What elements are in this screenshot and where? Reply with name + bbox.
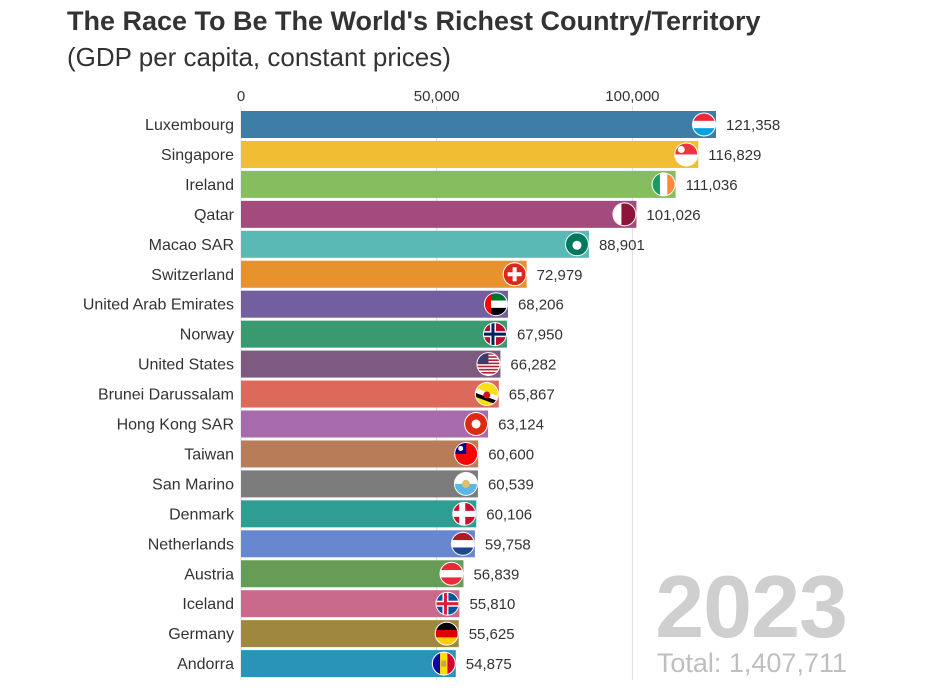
denmark-flag-icon (452, 501, 477, 526)
category-label-5: Switzerland (151, 267, 234, 284)
bar-15 (241, 560, 464, 588)
category-label-9: Brunei Darussalam (98, 387, 234, 404)
bar-18 (241, 650, 456, 678)
hong-kong-flag-icon (464, 412, 489, 436)
category-label-18: Andorra (177, 656, 234, 673)
x-tick-label-1: 50,000 (414, 88, 460, 105)
bar-16 (241, 590, 460, 618)
austria-flag-icon (439, 561, 464, 586)
switzerland-flag-icon (502, 262, 527, 287)
bar-2 (241, 170, 676, 198)
category-label-12: San Marino (152, 476, 234, 493)
san-marino-flag-icon (453, 471, 478, 496)
qatar-flag-icon (612, 202, 637, 227)
bar-8 (241, 350, 501, 378)
bar-5 (241, 260, 527, 288)
value-label-15: 56,839 (473, 566, 519, 583)
bar-4 (241, 230, 589, 258)
value-label-10: 63,124 (498, 417, 544, 434)
value-label-0: 121,358 (726, 117, 780, 134)
brunei-flag-icon (474, 382, 499, 407)
bar-17 (241, 620, 459, 648)
value-label-8: 66,282 (510, 357, 556, 374)
value-label-3: 101,026 (646, 207, 700, 224)
bar-10 (241, 410, 489, 438)
singapore-flag-icon (674, 142, 699, 167)
category-label-1: Singapore (161, 147, 234, 164)
bar-12 (241, 470, 478, 498)
value-label-13: 60,106 (486, 506, 532, 523)
category-label-13: Denmark (169, 506, 235, 523)
category-label-7: Norway (180, 327, 234, 344)
uae-flag-icon (483, 292, 508, 317)
value-label-14: 59,758 (485, 536, 531, 553)
value-label-17: 55,625 (469, 626, 515, 643)
value-label-7: 67,950 (517, 327, 563, 344)
value-label-5: 72,979 (537, 267, 583, 284)
category-label-11: Taiwan (184, 446, 234, 463)
x-tick-label-0: 0 (237, 88, 245, 105)
total-label: Total: 1,407,711 (656, 648, 847, 678)
value-label-16: 55,810 (469, 596, 515, 613)
germany-flag-icon (434, 621, 459, 646)
value-label-2: 111,036 (686, 177, 738, 194)
taiwan-flag-icon (454, 441, 479, 466)
bar-1 (241, 140, 699, 168)
chart-title: The Race To Be The World's Richest Count… (67, 6, 761, 36)
macao-flag-icon (564, 232, 589, 257)
x-tick-label-2: 100,000 (605, 88, 659, 105)
value-label-18: 54,875 (466, 656, 512, 673)
category-label-8: United States (138, 357, 234, 374)
year-label: 2023 (655, 557, 848, 656)
category-label-2: Ireland (185, 177, 234, 194)
usa-flag-icon (476, 352, 501, 377)
bar-11 (241, 440, 479, 468)
norway-flag-icon (482, 322, 507, 347)
bar-9 (241, 380, 499, 408)
category-label-10: Hong Kong SAR (117, 417, 234, 434)
category-label-3: Qatar (194, 207, 235, 224)
bar-7 (241, 320, 507, 348)
bar-6 (241, 290, 508, 318)
bar-13 (241, 500, 477, 528)
value-label-12: 60,539 (488, 476, 534, 493)
category-label-0: Luxembourg (145, 117, 234, 134)
category-label-15: Austria (184, 566, 234, 583)
iceland-flag-icon (435, 591, 460, 616)
value-label-11: 60,600 (488, 446, 534, 463)
value-label-9: 65,867 (509, 387, 555, 404)
ireland-flag-icon (651, 172, 676, 197)
netherlands-flag-icon (450, 531, 475, 556)
category-label-16: Iceland (182, 596, 234, 613)
value-label-4: 88,901 (599, 237, 645, 254)
category-label-4: Macao SAR (149, 237, 234, 254)
andorra-flag-icon (431, 651, 456, 676)
bar-3 (241, 200, 637, 228)
category-label-17: Germany (168, 626, 234, 643)
category-label-6: United Arab Emirates (83, 297, 234, 314)
bar-14 (241, 530, 475, 558)
value-label-1: 116,829 (708, 147, 761, 164)
category-label-14: Netherlands (148, 536, 234, 553)
luxembourg-flag-icon (692, 112, 716, 137)
bar-0 (241, 111, 716, 138)
chart-subtitle: (GDP per capita, constant prices) (67, 42, 451, 72)
value-label-6: 68,206 (518, 297, 564, 314)
